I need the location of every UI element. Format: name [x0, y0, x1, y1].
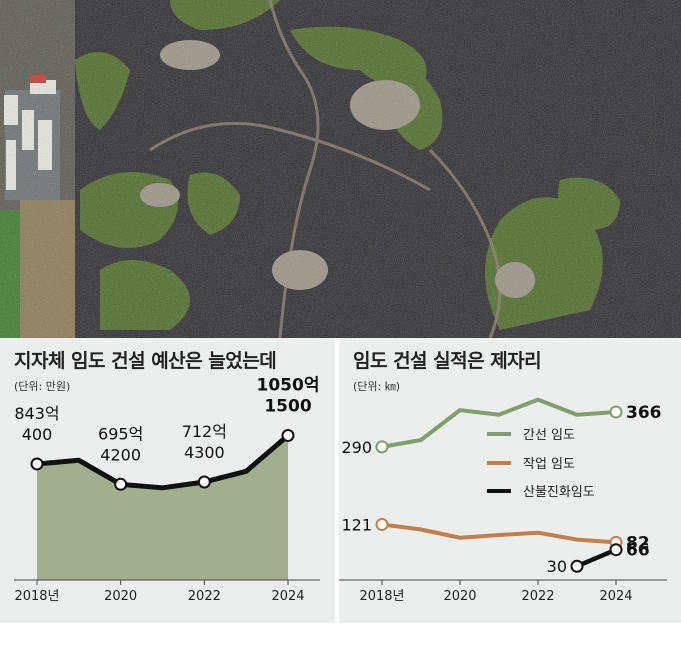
series-line [380, 397, 618, 449]
data-label: 66 [626, 541, 650, 561]
data-point-marker [609, 405, 623, 419]
data-point-marker [281, 428, 295, 442]
data-label: 1500 [264, 396, 311, 416]
data-label: 400 [22, 425, 53, 444]
unit-label: (단위: ㎞) [353, 380, 401, 393]
legend-label: 작업 임도 [523, 457, 575, 472]
performance-chart-panel: 임도 건설 실적은 제자리 (단위: ㎞) 2018년 2020 2022 2024 2… [339, 338, 681, 623]
data-label: 4200 [100, 445, 141, 464]
data-point-marker [375, 440, 389, 454]
legend-label: 산불진화임도 [523, 485, 595, 500]
data-point-marker [114, 477, 128, 491]
budget-area-fill [37, 435, 288, 580]
data-label: 712억 [182, 422, 227, 441]
chart-title: 임도 건설 실적은 제자리 [353, 350, 542, 372]
data-label: 695억 [98, 424, 143, 443]
data-point-marker [197, 475, 211, 489]
data-point-marker [375, 517, 389, 531]
data-point-marker [30, 457, 44, 471]
x-tick-label: 2020 [104, 589, 137, 604]
data-label: 366 [626, 403, 662, 423]
data-label: 121 [341, 515, 372, 534]
burnt-forest-aerial-photo [0, 0, 681, 338]
chart-title: 지자체 임도 건설 예산은 늘었는데 [14, 350, 277, 372]
unit-label: (단위: 만원) [14, 380, 71, 393]
data-point-marker [570, 559, 584, 573]
data-label: 843억 [14, 404, 59, 423]
data-label: 1050억 [257, 375, 320, 395]
data-label: 30 [547, 557, 567, 576]
x-tick-label: 2024 [599, 589, 632, 604]
x-tick-label: 2024 [271, 589, 304, 604]
bottom-whitespace [0, 623, 681, 669]
legend-label: 간선 임도 [523, 428, 575, 443]
budget-area-chart: 2018년 2020 2022 2024 843억 400 695억 4200 712억 4300… [14, 375, 320, 604]
data-point-marker [609, 543, 623, 557]
x-tick-label: 2020 [443, 589, 476, 604]
data-label: 82 [626, 533, 650, 553]
x-tick-label: 2022 [188, 589, 221, 604]
series-line [574, 547, 619, 569]
series-line [380, 522, 618, 545]
x-tick-label: 2018년 [359, 589, 404, 604]
budget-line [36, 433, 290, 491]
data-label: 4300 [184, 443, 225, 462]
performance-line-chart: 2018년 2020 2022 2024 290 366 121 82 30 66 간선 임도작업 … [339, 397, 667, 604]
x-tick-label: 2022 [521, 589, 554, 604]
data-label: 290 [341, 438, 372, 457]
budget-chart-panel: 지자체 임도 건설 예산은 늘었는데 (단위: 만원) 2018년 2020 202… [0, 338, 335, 623]
x-tick-label: 2018년 [14, 589, 59, 604]
